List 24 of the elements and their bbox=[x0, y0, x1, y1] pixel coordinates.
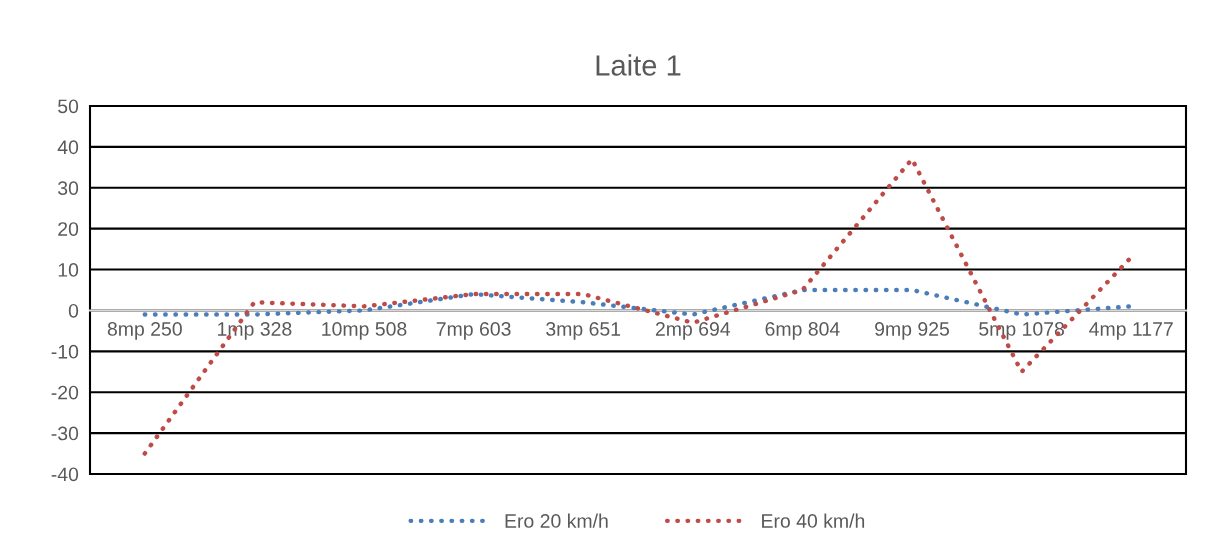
x-tick-label: 2mp 694 bbox=[655, 322, 731, 340]
y-tick-label: -40 bbox=[51, 467, 79, 482]
x-tick-label: 10mp 508 bbox=[322, 322, 407, 340]
line-series bbox=[142, 287, 1134, 317]
x-tick-label: 5mp 1078 bbox=[979, 322, 1064, 340]
x-tick-label: 8mp 250 bbox=[107, 322, 182, 340]
y-tick-label: 40 bbox=[57, 140, 79, 155]
y-tick-label: 10 bbox=[58, 263, 79, 277]
x-tick-label: 4mp 1177 bbox=[1089, 322, 1173, 340]
x-tick-label: 6mp 804 bbox=[765, 322, 840, 340]
y-tick-label: 50 bbox=[58, 99, 79, 114]
x-tick-label: 7mp 603 bbox=[436, 322, 511, 340]
x-tick-label: 9mp 925 bbox=[875, 322, 950, 340]
y-tick-label: 30 bbox=[58, 181, 79, 196]
legend-label: Ero 20 km/h bbox=[505, 513, 608, 528]
y-tick-label: 20 bbox=[58, 222, 79, 236]
x-tick-label: 1mp 328 bbox=[218, 322, 292, 340]
x-tick-label: 3mp 651 bbox=[546, 322, 621, 340]
y-tick-label: -10 bbox=[51, 344, 79, 359]
y-tick-label: -30 bbox=[51, 426, 79, 441]
chart-title: Laite 1 bbox=[596, 54, 681, 76]
legend-label: Ero 40 km/h bbox=[762, 513, 865, 528]
y-tick-label: -20 bbox=[51, 385, 79, 400]
y-tick-label: 0 bbox=[68, 303, 79, 318]
